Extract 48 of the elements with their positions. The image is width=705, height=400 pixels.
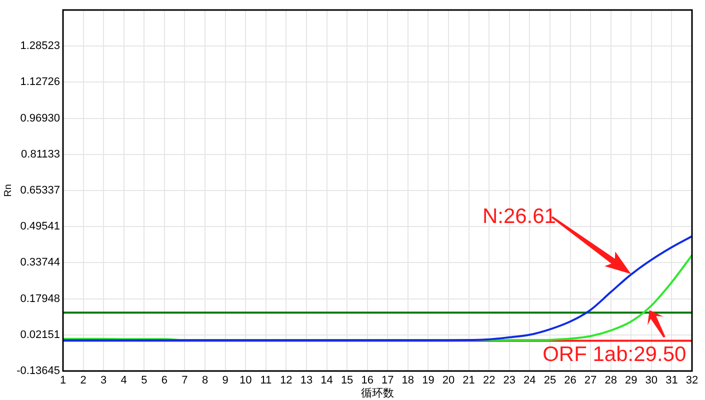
x-tick-label: 2 [80,374,86,387]
x-tick-label: 27 [584,374,597,387]
x-tick-label: 26 [564,374,576,387]
x-tick-label: 3 [100,374,107,387]
y-tick-label: 0.02151 [20,328,60,341]
x-tick-label: 8 [202,374,208,387]
x-tick-label: 14 [320,374,333,387]
x-tick-label: 13 [300,374,313,387]
x-tick-label: 24 [524,374,536,387]
x-tick-label: 23 [503,374,516,387]
x-tick-label: 22 [482,374,496,387]
x-tick-label: 1 [60,374,66,387]
x-tick-label: 6 [161,374,168,387]
x-tick-label: 31 [666,374,678,387]
x-tick-label: 29 [625,374,638,387]
annotation: N:26.61 [482,204,556,228]
x-tick-label: 30 [645,374,658,387]
y-tick-label: 0.33744 [20,256,60,269]
x-tick-label: 12 [280,374,292,387]
line-series [63,235,692,342]
x-tick-label: 25 [544,374,556,387]
x-tick-label: 17 [382,374,394,387]
annotation: ORF 1ab:29.50 [542,342,686,366]
x-tick-label: 11 [260,374,272,387]
x-tick-label: 28 [604,374,617,387]
x-tick-label: 21 [462,374,475,387]
y-tick-label: 1.12726 [20,76,60,88]
x-axis-title: 循环数 [361,387,394,400]
y-tick-label: 0.17948 [20,292,60,305]
x-tick-label: 15 [340,374,354,387]
x-tick-label: 4 [120,374,127,387]
x-tick-label: 10 [239,374,252,387]
x-tick-label: 32 [686,374,698,387]
y-tick-label: 0.49541 [20,220,60,233]
x-tick-label: 19 [422,374,434,387]
x-tick-label: 20 [442,374,455,387]
x-tick-label: 16 [361,374,374,387]
y-tick-label: 1.28523 [20,40,60,52]
y-tick-label: 0.81133 [21,148,60,160]
x-tick-label: 7 [182,374,188,387]
x-tick-label: 18 [402,374,414,387]
y-axis-title: Rn [2,184,14,197]
x-tick-label: 9 [222,374,228,387]
y-tick-label: 0.65337 [20,184,60,197]
x-tick-label: 5 [141,374,148,387]
y-tick-label: -0.13645 [16,365,60,378]
y-tick-label: 0.96930 [20,112,60,124]
line-series [63,254,692,342]
